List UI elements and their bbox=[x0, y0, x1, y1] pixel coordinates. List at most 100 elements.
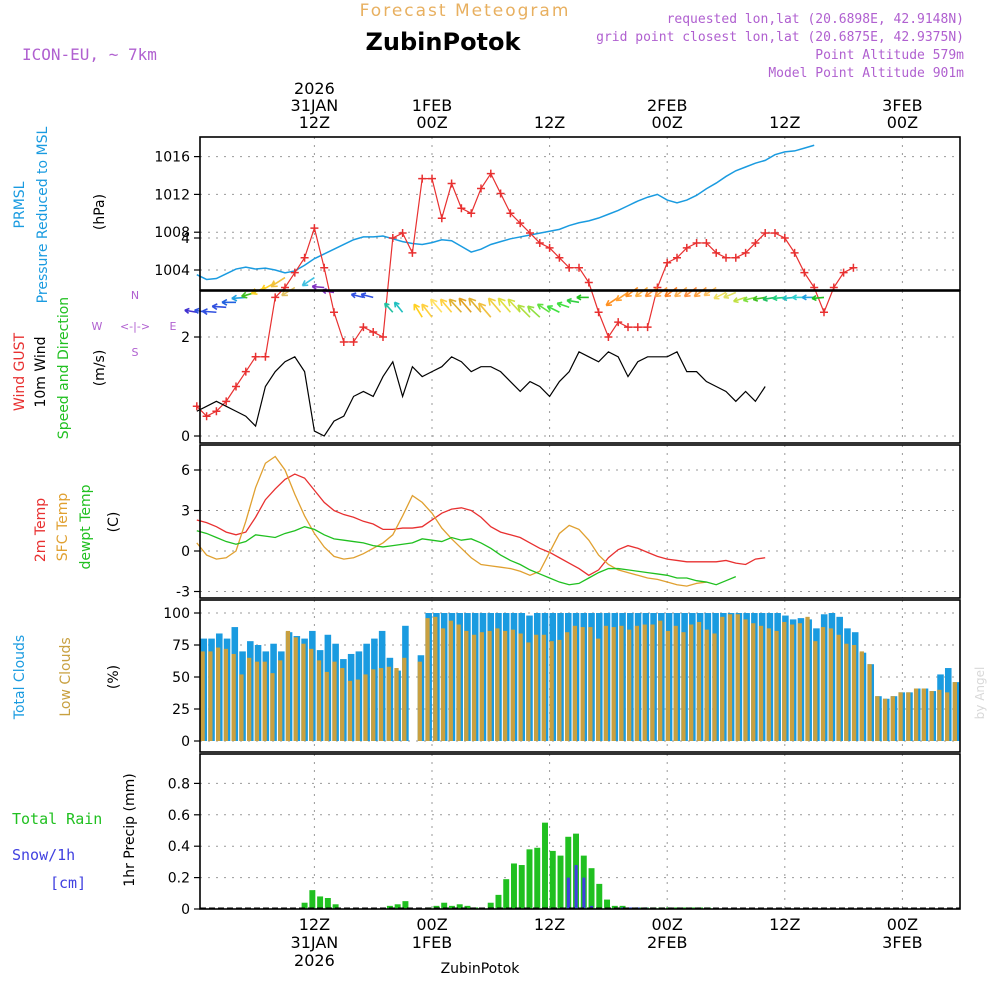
low-cloud-bar bbox=[898, 692, 903, 741]
gust-point bbox=[594, 308, 603, 317]
low-cloud-bar bbox=[828, 628, 833, 741]
low-cloud-bar bbox=[642, 624, 647, 741]
wind-arrow bbox=[478, 302, 492, 318]
time-label-top: 1FEB bbox=[412, 96, 452, 115]
wind-arrow-head bbox=[733, 297, 739, 304]
wind-arrow-head bbox=[301, 280, 309, 287]
low-cloud-bar bbox=[588, 627, 593, 741]
wind-arrow-head bbox=[782, 294, 788, 302]
pressure-line bbox=[196, 144, 815, 281]
gust-point bbox=[320, 263, 329, 272]
low-cloud-bar bbox=[789, 624, 795, 741]
low-cloud-bar bbox=[378, 668, 384, 741]
wind-arrow-head bbox=[241, 291, 248, 299]
ytick-label-pressure: 1008 bbox=[154, 225, 190, 241]
low-cloud-bar bbox=[580, 627, 585, 741]
low-cloud-bar bbox=[882, 698, 888, 741]
low-cloud-bar bbox=[557, 639, 562, 741]
ytick-label-precip: 0 bbox=[181, 902, 190, 918]
low-cloud-bar bbox=[720, 616, 725, 741]
wind-arrow-head bbox=[468, 297, 477, 306]
ytick-label-clouds: 100 bbox=[163, 606, 190, 622]
time-label-bottom: 3FEB bbox=[882, 933, 922, 952]
closest-coords: grid point closest lon,lat (20.6875E, 42… bbox=[596, 30, 964, 45]
wind-arrow bbox=[430, 298, 443, 313]
gust-point bbox=[212, 407, 221, 416]
compass-arrows: <-|-> bbox=[120, 320, 150, 333]
gust-point bbox=[408, 248, 417, 257]
panel-frame-clouds bbox=[199, 599, 961, 753]
wind-arrow-head bbox=[752, 295, 759, 302]
clouds-unit: (%) bbox=[106, 665, 122, 689]
rain-bar bbox=[301, 902, 308, 909]
rain-bar bbox=[542, 822, 548, 909]
low-cloud-bar bbox=[906, 692, 911, 741]
wind-arrow bbox=[674, 286, 688, 298]
gust-point bbox=[545, 243, 554, 252]
low-cloud-bar bbox=[200, 651, 205, 741]
low-cloud-bar bbox=[425, 618, 430, 741]
snow-bar bbox=[566, 877, 570, 909]
low-cloud-bar bbox=[712, 633, 717, 741]
wind-direction-label: Speed and Direction bbox=[56, 297, 72, 439]
gust-point bbox=[241, 367, 250, 376]
low-cloud-bar bbox=[316, 660, 322, 741]
low-cloud-bar bbox=[324, 671, 329, 741]
gust-point bbox=[565, 263, 574, 272]
time-label-top: 12Z bbox=[534, 113, 565, 132]
low-cloud-bar bbox=[596, 638, 601, 741]
wind-arrow bbox=[527, 305, 541, 318]
panel-frame-temp bbox=[199, 444, 961, 599]
low-cloud-bar bbox=[805, 616, 810, 741]
wind-arrow-head bbox=[801, 294, 807, 301]
wind-arrow-head bbox=[350, 292, 357, 299]
low-cloud-bar bbox=[650, 624, 655, 741]
gust-point bbox=[369, 328, 378, 337]
gust-point bbox=[271, 293, 280, 302]
time-label-top: 31JAN bbox=[291, 96, 339, 115]
low-cloud-bar bbox=[363, 674, 368, 741]
wind-arrow-head bbox=[674, 290, 681, 298]
wind-unit: (m/s) bbox=[92, 350, 108, 387]
rain-bar bbox=[309, 890, 316, 909]
wind-arrow-head bbox=[507, 298, 516, 307]
rain-bar bbox=[503, 879, 510, 909]
wind-arrow-head bbox=[625, 290, 632, 298]
wind-arrow-head bbox=[762, 295, 768, 302]
low-cloud-bar bbox=[890, 696, 895, 741]
time-label-top: 12Z bbox=[769, 113, 800, 132]
chart-subtitle: Forecast Meteogram bbox=[360, 1, 571, 21]
rain-bar bbox=[495, 894, 502, 909]
wind-arrow bbox=[361, 293, 374, 299]
wind-arrow-head bbox=[201, 308, 208, 316]
time-label-top: 2FEB bbox=[647, 96, 687, 115]
low-cloud-bar bbox=[665, 630, 671, 741]
rain-bar bbox=[448, 905, 455, 909]
wind-arrow-head bbox=[184, 307, 190, 314]
wind-arrow-head bbox=[487, 297, 496, 306]
gust-point bbox=[839, 268, 848, 277]
rain-bar bbox=[441, 902, 448, 909]
wind-arrow-head bbox=[683, 290, 691, 298]
ytick-label-temp: -3 bbox=[176, 585, 190, 601]
low-cloud-bar bbox=[456, 624, 461, 741]
low-clouds-label: Low Clouds bbox=[58, 637, 74, 716]
gust-point bbox=[506, 209, 515, 218]
low-cloud-bar bbox=[696, 621, 702, 741]
time-label-top: 00Z bbox=[887, 113, 918, 132]
gust-point bbox=[663, 258, 672, 267]
gust-point bbox=[477, 184, 485, 193]
ytick-label-wind: 4 bbox=[181, 231, 190, 247]
rain-bar bbox=[456, 904, 463, 909]
wind-arrow bbox=[693, 286, 707, 298]
time-label-bottom: 1FEB bbox=[412, 933, 452, 952]
gust-point bbox=[300, 253, 309, 262]
low-cloud-bar bbox=[526, 642, 531, 741]
gust-point bbox=[584, 278, 593, 287]
gust-line bbox=[196, 172, 854, 417]
low-cloud-bar bbox=[929, 691, 934, 741]
panel-frame-precip bbox=[199, 753, 961, 910]
compass-e: E bbox=[170, 320, 177, 333]
rain-bar bbox=[511, 863, 517, 909]
